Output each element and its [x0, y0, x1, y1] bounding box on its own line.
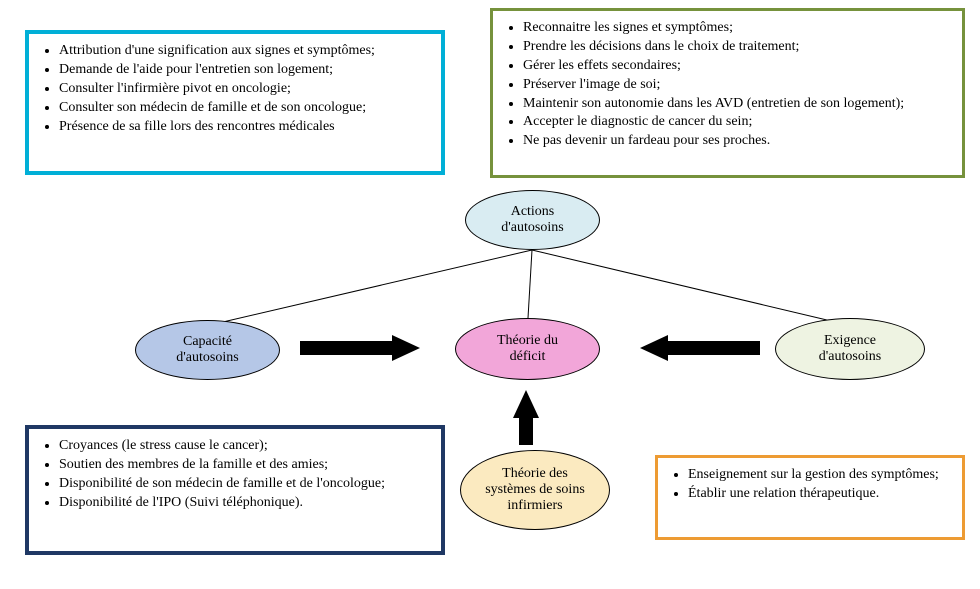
list-item: Attribution d'une signification aux sign…	[59, 42, 431, 61]
list-item: Établir une relation thérapeutique.	[688, 485, 952, 504]
box-systemes-soins: Enseignement sur la gestion des symptôme…	[655, 455, 965, 540]
node-label: Capacitéd'autosoins	[176, 334, 238, 366]
line-actions-capacite	[210, 250, 532, 325]
list-item: Présence de sa fille lors des rencontres…	[59, 118, 431, 137]
line-actions-exigence	[532, 250, 848, 325]
line-actions-theorie	[528, 250, 532, 318]
node-label: Théorie dudéficit	[497, 333, 558, 365]
box-exigence-list: Reconnaitre les signes et symptômes; Pre…	[503, 19, 952, 151]
list-item: Préserver l'image de soi;	[523, 76, 952, 95]
node-capacite-autosoins: Capacitéd'autosoins	[135, 320, 280, 380]
node-actions-autosoins: Actionsd'autosoins	[465, 190, 600, 250]
box-capacite-autosoins: Croyances (le stress cause le cancer); S…	[25, 425, 445, 555]
node-label: Théorie dessystèmes de soinsinfirmiers	[485, 466, 585, 514]
list-item: Reconnaitre les signes et symptômes;	[523, 19, 952, 38]
arrow-systemes-to-theorie	[513, 390, 539, 445]
box-actions-autosoins: Attribution d'une signification aux sign…	[25, 30, 445, 175]
arrow-exigence-to-theorie	[640, 335, 760, 361]
list-item: Consulter son médecin de famille et de s…	[59, 99, 431, 118]
list-item: Demande de l'aide pour l'entretien son l…	[59, 61, 431, 80]
node-theorie-deficit: Théorie dudéficit	[455, 318, 600, 380]
list-item: Accepter le diagnostic de cancer du sein…	[523, 113, 952, 132]
list-item: Prendre les décisions dans le choix de t…	[523, 38, 952, 57]
box-exigence-autosoins: Reconnaitre les signes et symptômes; Pre…	[490, 8, 965, 178]
list-item: Enseignement sur la gestion des symptôme…	[688, 466, 952, 485]
node-label: Actionsd'autosoins	[501, 204, 563, 236]
list-item: Maintenir son autonomie dans les AVD (en…	[523, 95, 952, 114]
list-item: Consulter l'infirmière pivot en oncologi…	[59, 80, 431, 99]
list-item: Gérer les effets secondaires;	[523, 57, 952, 76]
arrow-capacite-to-theorie	[300, 335, 420, 361]
node-label: Exigenced'autosoins	[819, 333, 881, 365]
node-exigence-autosoins: Exigenced'autosoins	[775, 318, 925, 380]
list-item: Disponibilité de son médecin de famille …	[59, 475, 431, 494]
list-item: Ne pas devenir un fardeau pour ses proch…	[523, 132, 952, 151]
list-item: Croyances (le stress cause le cancer);	[59, 437, 431, 456]
list-item: Soutien des membres de la famille et des…	[59, 456, 431, 475]
box-systemes-list: Enseignement sur la gestion des symptôme…	[668, 466, 952, 504]
box-actions-list: Attribution d'une signification aux sign…	[39, 42, 431, 136]
box-capacite-list: Croyances (le stress cause le cancer); S…	[39, 437, 431, 513]
node-systemes-soins: Théorie dessystèmes de soinsinfirmiers	[460, 450, 610, 530]
list-item: Disponibilité de l'IPO (Suivi téléphoniq…	[59, 494, 431, 513]
